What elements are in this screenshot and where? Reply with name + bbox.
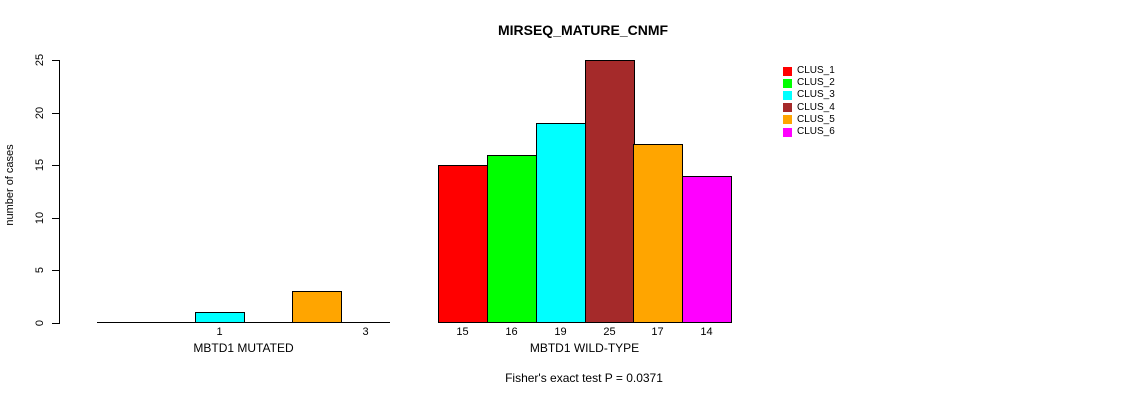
bar-clus-5	[633, 144, 683, 323]
group-label-mbtd1-mutated: MBTD1 MUTATED	[193, 341, 294, 355]
legend-label: CLUS_5	[797, 113, 835, 125]
legend-swatch-icon	[783, 90, 792, 100]
bar-clus-1	[438, 165, 488, 323]
y-axis-tick-label: 5	[34, 266, 46, 274]
bar-clus-2	[487, 155, 537, 323]
bar-clus-3	[195, 312, 245, 323]
legend-item-clus-1: CLUS_1	[783, 65, 835, 77]
bar-clus-4	[585, 60, 635, 323]
y-axis-tick	[52, 113, 60, 114]
y-axis-line	[59, 60, 60, 324]
fisher-test-annotation: Fisher's exact test P = 0.0371	[505, 371, 663, 385]
y-axis-tick	[52, 218, 60, 219]
bar-clus-6	[682, 176, 732, 323]
bar-value-label: 16	[505, 326, 518, 338]
y-axis-label: number of cases	[4, 144, 16, 226]
y-axis-tick-label: 20	[34, 106, 46, 120]
bar-value-label: 1	[216, 326, 223, 338]
legend-swatch-icon	[783, 103, 792, 113]
y-axis-tick-label: 0	[34, 319, 46, 327]
bar-value-label: 15	[456, 326, 469, 338]
legend-label: CLUS_6	[797, 126, 835, 138]
bar-value-label: 17	[651, 326, 664, 338]
bar-value-label: 3	[362, 326, 369, 338]
legend-swatch-icon	[783, 78, 792, 88]
legend-item-clus-6: CLUS_6	[783, 126, 835, 138]
legend-swatch-icon	[783, 66, 792, 76]
bar-value-label: 25	[603, 326, 616, 338]
chart-title: MIRSEQ_MATURE_CNMF	[497, 22, 669, 38]
legend-label: CLUS_2	[797, 77, 835, 89]
legend-swatch-icon	[783, 127, 792, 137]
y-axis-tick	[52, 270, 60, 271]
y-axis-tick	[52, 165, 60, 166]
bar-clus-5	[292, 291, 342, 323]
bar-value-label: 14	[700, 326, 713, 338]
y-axis-tick-label: 25	[34, 53, 46, 67]
legend-item-clus-5: CLUS_5	[783, 114, 835, 126]
legend-swatch-icon	[783, 115, 792, 125]
y-axis-tick	[52, 323, 60, 324]
bar-value-label: 19	[554, 326, 567, 338]
y-axis-tick-label: 15	[34, 158, 46, 172]
y-axis-tick-label: 10	[34, 211, 46, 225]
group-label-mbtd1-wild-type: MBTD1 WILD-TYPE	[529, 341, 640, 355]
bar-clus-3	[536, 123, 586, 323]
legend-label: CLUS_1	[797, 65, 835, 77]
legend-label: CLUS_4	[797, 101, 835, 113]
legend: CLUS_1 CLUS_2 CLUS_3 CLUS_4 CLUS_5 CLUS_6	[783, 65, 835, 138]
legend-label: CLUS_3	[797, 89, 835, 101]
y-axis-tick	[52, 60, 60, 61]
legend-item-clus-2: CLUS_2	[783, 77, 835, 89]
legend-item-clus-4: CLUS_4	[783, 102, 835, 114]
legend-item-clus-3: CLUS_3	[783, 89, 835, 101]
